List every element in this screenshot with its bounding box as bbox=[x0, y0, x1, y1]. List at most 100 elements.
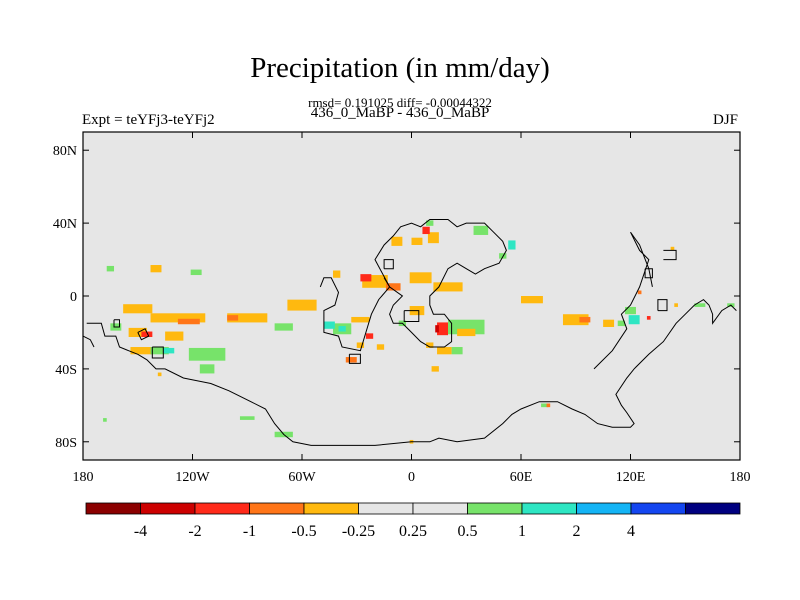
y-tick-label: 40S bbox=[55, 363, 77, 378]
colorbar-label: -1 bbox=[243, 523, 256, 540]
season-label: DJF bbox=[712, 112, 738, 128]
anomaly-cell bbox=[365, 333, 374, 339]
anomaly-cell bbox=[123, 304, 153, 314]
colorbar-swatch bbox=[194, 502, 250, 515]
anomaly-cell bbox=[287, 299, 317, 311]
anomaly-cell bbox=[628, 315, 640, 325]
x-tick-label: 180 bbox=[73, 470, 94, 485]
anomaly-cell bbox=[562, 314, 589, 326]
y-tick-label: 80S bbox=[55, 436, 77, 451]
axes: 180 120W 60W 0 60E 120E 180 80N 40N 0 40S 80S bbox=[53, 132, 751, 485]
anomaly-cell bbox=[637, 290, 642, 295]
anomaly-cell bbox=[427, 232, 439, 244]
chart-title: Precipitation (in mm/day) bbox=[250, 52, 550, 84]
colorbar-swatch bbox=[412, 502, 468, 515]
anomaly-cell bbox=[541, 403, 549, 408]
colorbar-swatch bbox=[630, 502, 686, 515]
anomaly-cell bbox=[345, 357, 357, 363]
coastline bbox=[113, 319, 120, 328]
coastline bbox=[86, 298, 737, 446]
anomaly-cell bbox=[426, 220, 434, 226]
anomaly-cell bbox=[391, 236, 403, 246]
anomaly-cell bbox=[106, 265, 115, 272]
anomaly-cell bbox=[625, 306, 636, 315]
anomaly-cell bbox=[437, 322, 448, 336]
period-line: 436_0_MaBP - 436_0_MaBP bbox=[310, 105, 490, 121]
anomaly-cell bbox=[457, 328, 476, 337]
anomaly-cell bbox=[603, 319, 615, 327]
coastlines bbox=[82, 219, 737, 446]
y-tick-label: 40N bbox=[53, 217, 77, 232]
anomaly-cell bbox=[521, 296, 543, 304]
x-tick-label: 120W bbox=[175, 470, 210, 485]
anomaly-cell bbox=[411, 237, 423, 245]
coastline bbox=[663, 249, 677, 261]
anomaly-cell bbox=[409, 272, 432, 284]
colorbar-swatch bbox=[249, 502, 305, 515]
colorbar-swatch bbox=[521, 502, 577, 515]
coastline bbox=[657, 299, 668, 312]
colorbar: -4 -2 -1 -0.5 -0.25 0.25 0.5 1 2 4 bbox=[85, 502, 741, 540]
anomaly-cell bbox=[163, 347, 175, 354]
colorbar-swatch bbox=[85, 502, 141, 515]
anomaly-cell bbox=[141, 331, 153, 337]
map-background bbox=[83, 132, 740, 460]
coastline bbox=[644, 268, 653, 279]
anomaly-cell bbox=[508, 240, 516, 250]
anomaly-cell bbox=[546, 403, 551, 408]
anomaly-cell bbox=[646, 316, 651, 320]
anomaly-cell bbox=[188, 347, 226, 361]
anomaly-cell bbox=[323, 321, 335, 329]
colorbar-label: 0.25 bbox=[399, 523, 427, 540]
anomaly-cell bbox=[177, 318, 200, 325]
anomaly-cell bbox=[199, 364, 215, 374]
coastline bbox=[137, 328, 150, 341]
coastline bbox=[383, 259, 394, 270]
anomaly-cell bbox=[385, 283, 401, 291]
anomaly-cell bbox=[190, 269, 202, 276]
coastline bbox=[374, 219, 507, 348]
anomaly-cell bbox=[670, 246, 675, 251]
coastline bbox=[593, 231, 653, 370]
anomaly-cell bbox=[376, 344, 385, 350]
x-tick-label: 180 bbox=[730, 470, 751, 485]
anomaly-cell bbox=[431, 366, 439, 372]
colorbar-swatch bbox=[303, 502, 359, 515]
anomaly-cell bbox=[274, 323, 293, 331]
y-tick-label: 0 bbox=[70, 290, 77, 305]
anomaly-cell bbox=[674, 303, 678, 307]
anomaly-cell bbox=[694, 303, 706, 307]
colorbar-label: 1 bbox=[518, 523, 526, 540]
anomaly-cell bbox=[130, 347, 153, 355]
colorbar-label: 4 bbox=[627, 523, 635, 540]
x-tick-label: 120E bbox=[616, 470, 646, 485]
colorbar-label: -0.5 bbox=[291, 523, 316, 540]
colorbar-label: -4 bbox=[134, 523, 147, 540]
colorbar-swatch bbox=[358, 502, 414, 515]
anomaly-cell bbox=[333, 270, 341, 278]
anomaly-cell bbox=[617, 320, 626, 327]
anomaly-cell bbox=[426, 342, 434, 348]
anomaly-cell bbox=[579, 316, 591, 323]
anomaly-cell bbox=[227, 313, 268, 323]
colorbar-swatch bbox=[467, 502, 523, 515]
coastline bbox=[403, 310, 420, 322]
colorbar-label: -0.25 bbox=[342, 523, 375, 540]
anomaly-cell bbox=[150, 313, 206, 323]
anomaly-cell bbox=[473, 225, 489, 235]
stats-line: rmsd= 0.191025 diff= -0.00044322 bbox=[308, 95, 492, 110]
anomaly-cell bbox=[451, 347, 463, 355]
y-tick-label: 80N bbox=[53, 144, 77, 159]
x-tick-label: 60E bbox=[510, 470, 533, 485]
anomaly-cell bbox=[422, 226, 430, 235]
anomaly-cell bbox=[433, 282, 463, 292]
anomaly-cell bbox=[437, 347, 452, 355]
colorbar-label: 0.5 bbox=[458, 523, 478, 540]
anomaly-cell bbox=[360, 274, 372, 282]
anomaly-cell bbox=[239, 416, 255, 420]
anomaly-cell bbox=[435, 325, 439, 333]
x-tick-label: 0 bbox=[408, 470, 415, 485]
coastline bbox=[151, 346, 164, 359]
coastline bbox=[82, 335, 95, 348]
